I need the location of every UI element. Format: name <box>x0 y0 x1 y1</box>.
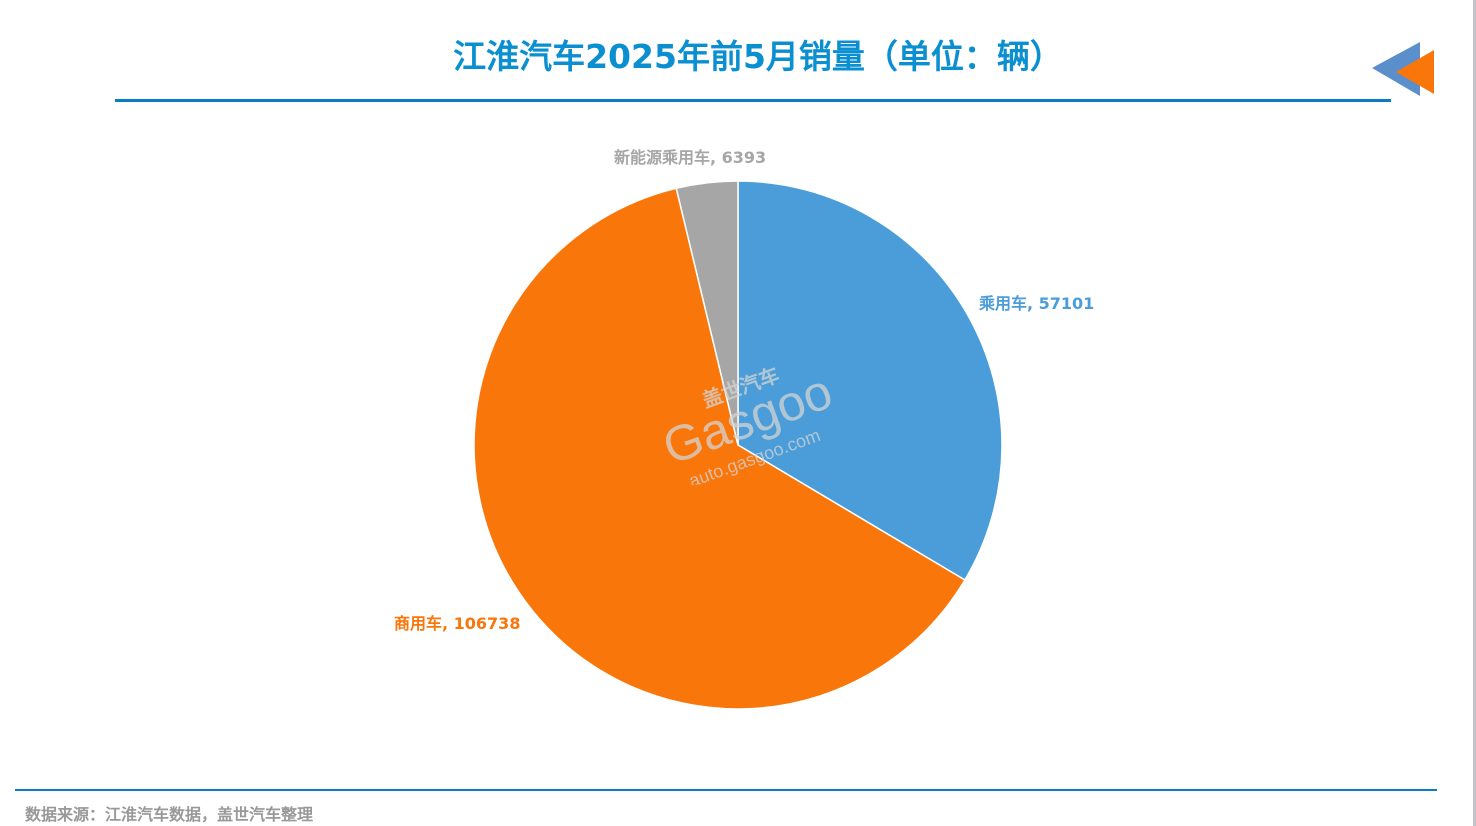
double-triangle-left-icon <box>1372 42 1434 96</box>
gasgoo-watermark: 盖世汽车 Gasgoo auto.gasgoo.com <box>650 355 840 491</box>
data-label-commercial: 商用车, 106738 <box>394 614 521 633</box>
right-edge-bar <box>1473 0 1476 826</box>
data-source: 数据来源：江淮汽车数据，盖世汽车整理 <box>25 805 314 824</box>
chart-title: 江淮汽车2025年前5月销量（单位：辆） <box>453 37 1063 76</box>
pie-slices <box>473 180 1003 710</box>
footer-divider <box>15 789 1437 791</box>
pie-slice-commercial <box>473 187 966 710</box>
title-divider <box>115 99 1391 102</box>
pie-slice-nev <box>675 180 739 446</box>
data-label-passenger: 乘用车, 57101 <box>979 294 1095 313</box>
pie-slice-passenger <box>737 180 1003 582</box>
data-label-nev: 新能源乘用车, 6393 <box>614 148 767 167</box>
